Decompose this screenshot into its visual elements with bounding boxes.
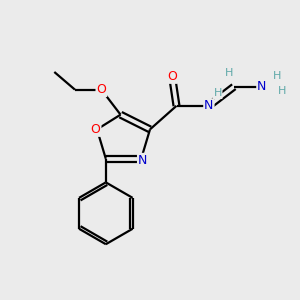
Text: O: O [167,70,177,83]
Text: H: H [278,86,287,96]
Text: N: N [138,154,147,167]
Text: O: O [91,123,100,136]
Text: O: O [97,83,106,96]
Text: H: H [272,70,281,80]
Text: H: H [225,68,234,78]
Text: N: N [257,80,267,93]
Text: H: H [214,88,222,98]
Text: N: N [204,99,214,112]
